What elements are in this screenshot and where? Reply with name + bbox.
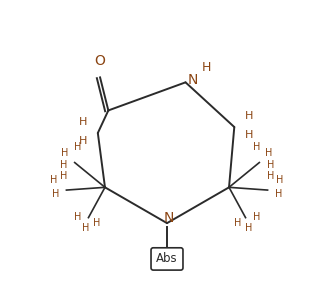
Text: N: N <box>187 72 198 87</box>
Text: H: H <box>60 171 67 181</box>
Text: H: H <box>61 148 69 158</box>
Text: Abs: Abs <box>156 252 178 265</box>
Text: H: H <box>267 171 274 181</box>
Text: H: H <box>276 175 284 185</box>
Text: H: H <box>78 117 87 127</box>
Text: H: H <box>78 136 87 146</box>
Text: H: H <box>275 189 282 199</box>
Text: N: N <box>163 211 174 225</box>
Text: H: H <box>253 142 260 152</box>
Text: H: H <box>267 160 274 170</box>
Text: H: H <box>201 61 211 74</box>
Text: H: H <box>82 223 90 234</box>
Text: H: H <box>233 218 241 228</box>
Text: H: H <box>50 175 58 185</box>
Text: H: H <box>245 130 254 140</box>
Text: H: H <box>60 160 67 170</box>
Text: O: O <box>95 54 106 68</box>
Text: H: H <box>265 148 273 158</box>
Text: H: H <box>74 142 81 152</box>
Text: H: H <box>93 218 101 228</box>
Text: H: H <box>253 212 260 222</box>
Text: H: H <box>244 223 252 234</box>
Text: H: H <box>52 189 59 199</box>
Text: H: H <box>74 212 81 222</box>
FancyBboxPatch shape <box>151 248 183 270</box>
Text: H: H <box>245 111 254 121</box>
